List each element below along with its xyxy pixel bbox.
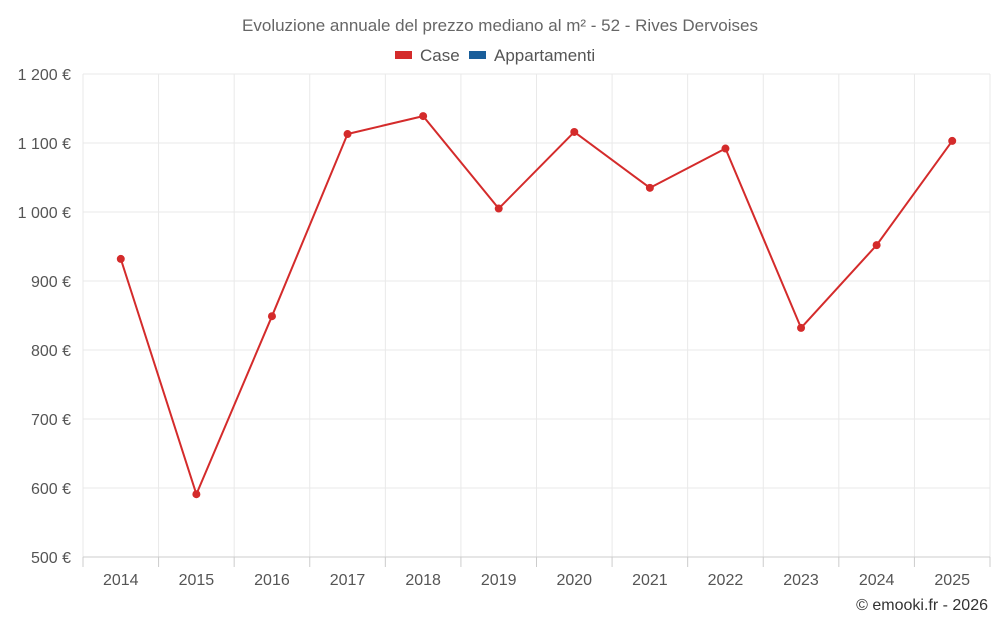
data-point-2022[interactable]	[721, 144, 730, 153]
legend-label-appartamenti[interactable]: Appartamenti	[494, 46, 595, 65]
x-tick-label: 2016	[254, 572, 290, 589]
x-tick-label: 2017	[330, 572, 366, 589]
y-tick-label: 500 €	[31, 550, 71, 567]
series-layer	[116, 112, 957, 499]
axes: 2014 2015 2016 2017 2018 2019 2020 2021 2022 2023…	[18, 67, 991, 589]
data-point-2016[interactable]	[267, 312, 276, 321]
y-tick-label: 1 200 €	[18, 67, 71, 84]
data-point-2017[interactable]	[343, 130, 352, 139]
grid	[82, 73, 991, 558]
x-tick-label: 2015	[179, 572, 215, 589]
chart-title: Evoluzione annuale del prezzo mediano al…	[242, 16, 758, 35]
y-tick-label: 900 €	[31, 274, 71, 291]
x-tick-label: 2024	[859, 572, 895, 589]
legend: Case Appartamenti	[395, 46, 595, 65]
data-point-2019[interactable]	[494, 204, 503, 213]
x-tick-label: 2025	[934, 572, 970, 589]
x-tick-label: 2014	[103, 572, 139, 589]
y-tick-label: 800 €	[31, 343, 71, 360]
data-point-2023[interactable]	[797, 323, 806, 332]
data-point-2015[interactable]	[192, 490, 201, 499]
x-tick-label: 2023	[783, 572, 819, 589]
x-tick-label: 2019	[481, 572, 517, 589]
data-point-2021[interactable]	[645, 183, 654, 192]
y-tick-label: 700 €	[31, 412, 71, 429]
y-tick-label: 600 €	[31, 481, 71, 498]
data-point-2018[interactable]	[419, 112, 428, 121]
legend-swatch-appartamenti	[469, 51, 486, 59]
data-point-2014[interactable]	[116, 254, 125, 263]
x-tick-label: 2020	[556, 572, 592, 589]
x-tick-label: 2021	[632, 572, 668, 589]
series-line-case	[119, 115, 954, 496]
x-tick-label: 2018	[405, 572, 441, 589]
data-point-2025[interactable]	[948, 136, 957, 145]
credit-text: © emooki.fr - 2026	[856, 597, 988, 614]
x-tick-label: 2022	[708, 572, 744, 589]
data-point-2020[interactable]	[570, 127, 579, 136]
y-tick-label: 1 000 €	[18, 205, 71, 222]
data-point-2024[interactable]	[872, 241, 881, 250]
y-tick-label: 1 100 €	[18, 136, 71, 153]
legend-label-case[interactable]: Case	[420, 46, 460, 65]
legend-swatch-case	[395, 51, 412, 59]
